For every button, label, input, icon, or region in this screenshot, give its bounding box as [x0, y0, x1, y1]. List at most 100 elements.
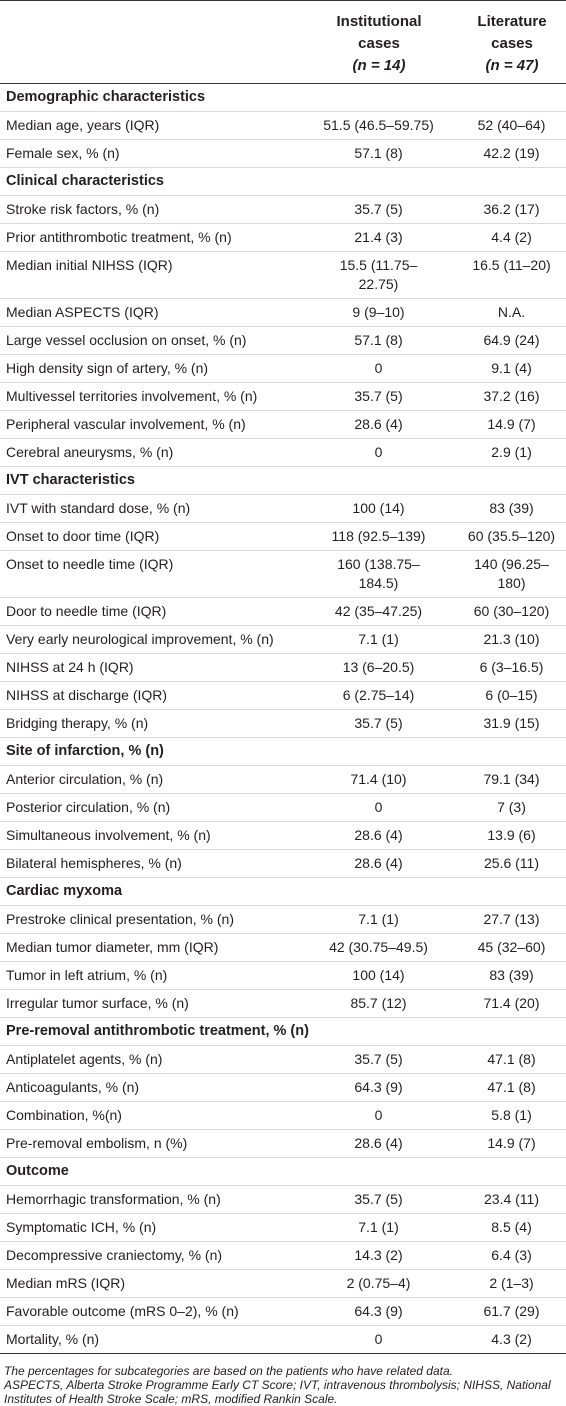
row-label: Prior antithrombotic treatment, % (n) [0, 223, 300, 252]
row-label: Favorable outcome (mRS 0–2), % (n) [0, 1297, 300, 1326]
data-row: Median age, years (IQR) 51.5 (46.5–59.75)… [0, 111, 566, 140]
section-row: Pre-removal antithrombotic treatment, % … [0, 1017, 566, 1046]
literature-value: 23.4 (11) [458, 1185, 566, 1214]
data-row: Favorable outcome (mRS 0–2), % (n) 64.3 (… [0, 1297, 566, 1326]
data-row: Cerebral aneurysms, % (n) 0 2.9 (1) [0, 438, 566, 467]
institutional-value: 42 (30.75–49.5) [300, 933, 458, 962]
row-label: Cerebral aneurysms, % (n) [0, 438, 300, 467]
header-blank [0, 0, 300, 84]
row-label: Prestroke clinical presentation, % (n) [0, 905, 300, 934]
footnotes: The percentages for subcategories are ba… [0, 1354, 566, 1406]
institutional-value: 2 (0.75–4) [300, 1269, 458, 1298]
section-title: Clinical characteristics [0, 167, 566, 196]
literature-value: N.A. [458, 298, 566, 327]
literature-value: 16.5 (11–20) [458, 251, 566, 299]
institutional-value: 35.7 (5) [300, 382, 458, 411]
row-label: Onset to needle time (IQR) [0, 550, 300, 598]
data-row: Onset to door time (IQR) 118 (92.5–139) 60… [0, 522, 566, 551]
institutional-value: 35.7 (5) [300, 1045, 458, 1074]
literature-value: 6 (3–16.5) [458, 653, 566, 682]
institutional-value: 28.6 (4) [300, 1129, 458, 1158]
row-label: Combination, %(n) [0, 1101, 300, 1130]
data-row: Median ASPECTS (IQR) 9 (9–10) N.A. [0, 298, 566, 327]
section-row: Outcome [0, 1157, 566, 1186]
literature-value: 14.9 (7) [458, 1129, 566, 1158]
institutional-value: 118 (92.5–139) [300, 522, 458, 551]
data-row: Irregular tumor surface, % (n) 85.7 (12) 7… [0, 989, 566, 1018]
data-row: Tumor in left atrium, % (n) 100 (14) 83 (3… [0, 961, 566, 990]
data-row: NIHSS at discharge (IQR) 6 (2.75–14) 6 (0–… [0, 681, 566, 710]
institutional-value: 9 (9–10) [300, 298, 458, 327]
header-row: Institutional cases (n = 14) Literature case… [0, 0, 566, 84]
institutional-value: 64.3 (9) [300, 1297, 458, 1326]
data-row: High density sign of artery, % (n) 0 9.1 (… [0, 354, 566, 383]
data-row: Bridging therapy, % (n) 35.7 (5) 31.9 (15) [0, 709, 566, 738]
data-row: Prestroke clinical presentation, % (n) 7.… [0, 905, 566, 934]
table-body: Demographic characteristics Median age, y… [0, 83, 566, 1354]
literature-value: 31.9 (15) [458, 709, 566, 738]
literature-value: 4.3 (2) [458, 1325, 566, 1354]
data-row: Hemorrhagic transformation, % (n) 35.7 (5… [0, 1185, 566, 1214]
row-label: Median age, years (IQR) [0, 111, 300, 140]
row-label: NIHSS at discharge (IQR) [0, 681, 300, 710]
data-row: Female sex, % (n) 57.1 (8) 42.2 (19) [0, 139, 566, 168]
literature-value: 47.1 (8) [458, 1073, 566, 1102]
row-label: Median ASPECTS (IQR) [0, 298, 300, 327]
literature-value: 9.1 (4) [458, 354, 566, 383]
section-row: Cardiac myxoma [0, 877, 566, 906]
literature-value: 7 (3) [458, 793, 566, 822]
institutional-value: 0 [300, 438, 458, 467]
literature-value: 37.2 (16) [458, 382, 566, 411]
data-row: Large vessel occlusion on onset, % (n) 57… [0, 326, 566, 355]
data-row: Stroke risk factors, % (n) 35.7 (5) 36.2 (… [0, 195, 566, 224]
literature-value: 2 (1–3) [458, 1269, 566, 1298]
institutional-value: 57.1 (8) [300, 139, 458, 168]
institutional-value: 42 (35–47.25) [300, 597, 458, 626]
literature-value: 52 (40–64) [458, 111, 566, 140]
literature-value: 14.9 (7) [458, 410, 566, 439]
literature-value: 13.9 (6) [458, 821, 566, 850]
institutional-value: 0 [300, 354, 458, 383]
footnote: The percentages for subcategories are ba… [4, 1364, 453, 1378]
literature-value: 27.7 (13) [458, 905, 566, 934]
row-label: Onset to door time (IQR) [0, 522, 300, 551]
data-row: Onset to needle time (IQR) 160 (138.75–18… [0, 550, 566, 598]
literature-value: 79.1 (34) [458, 765, 566, 794]
institutional-value: 35.7 (5) [300, 195, 458, 224]
data-row: Antiplatelet agents, % (n) 35.7 (5) 47.1 (… [0, 1045, 566, 1074]
institutional-value: 13 (6–20.5) [300, 653, 458, 682]
literature-value: 6.4 (3) [458, 1241, 566, 1270]
section-title: IVT characteristics [0, 466, 566, 495]
row-label: Simultaneous involvement, % (n) [0, 821, 300, 850]
column-header-line: Institutional [336, 13, 422, 30]
data-row: Simultaneous involvement, % (n) 28.6 (4) 1… [0, 821, 566, 850]
data-row: Anterior circulation, % (n) 71.4 (10) 79.1… [0, 765, 566, 794]
row-label: Median tumor diameter, mm (IQR) [0, 933, 300, 962]
section-title: Cardiac myxoma [0, 877, 566, 906]
row-label: Median initial NIHSS (IQR) [0, 251, 300, 299]
data-row: Median initial NIHSS (IQR) 15.5 (11.75–22… [0, 251, 566, 299]
data-row: Bilateral hemispheres, % (n) 28.6 (4) 25.6… [0, 849, 566, 878]
section-row: IVT characteristics [0, 466, 566, 495]
column-header-line: (n = 14) [352, 57, 406, 74]
institutional-value: 64.3 (9) [300, 1073, 458, 1102]
literature-value: 83 (39) [458, 961, 566, 990]
data-row: Anticoagulants, % (n) 64.3 (9) 47.1 (8) [0, 1073, 566, 1102]
data-row: Very early neurological improvement, % (… [0, 625, 566, 654]
literature-value: 61.7 (29) [458, 1297, 566, 1326]
section-title: Demographic characteristics [0, 83, 566, 112]
institutional-value: 71.4 (10) [300, 765, 458, 794]
row-label: Bilateral hemispheres, % (n) [0, 849, 300, 878]
row-label: Hemorrhagic transformation, % (n) [0, 1185, 300, 1214]
institutional-value: 0 [300, 1101, 458, 1130]
data-row: Door to needle time (IQR) 42 (35–47.25) 60… [0, 597, 566, 626]
institutional-value: 6 (2.75–14) [300, 681, 458, 710]
institutional-value: 0 [300, 1325, 458, 1354]
literature-value: 25.6 (11) [458, 849, 566, 878]
section-row: Demographic characteristics [0, 83, 566, 112]
literature-value: 8.5 (4) [458, 1213, 566, 1242]
institutional-value: 85.7 (12) [300, 989, 458, 1018]
section-row: Site of infarction, % (n) [0, 737, 566, 766]
